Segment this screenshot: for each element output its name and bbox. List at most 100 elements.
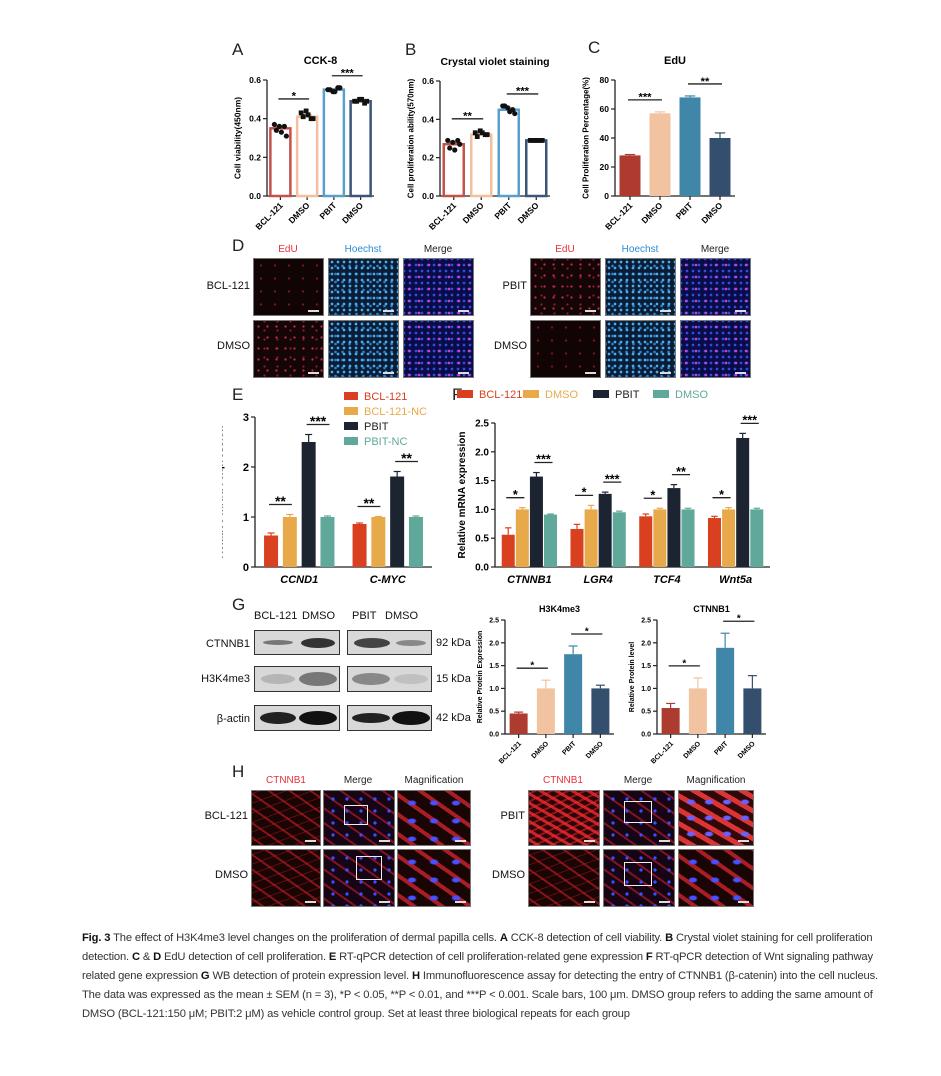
row-label: BCL-121	[206, 280, 250, 292]
y-tick-label: 0.6	[249, 75, 261, 85]
data-point	[283, 133, 289, 139]
caption-panel-ref: F	[645, 951, 653, 963]
data-point	[534, 138, 540, 143]
y-axis-label: Cell Proliferation Percentage(%)	[582, 77, 591, 199]
bar	[536, 688, 555, 734]
caption-panel-ref: H	[411, 970, 420, 982]
data-point	[364, 98, 370, 104]
y-axis-label: Relative Protein Expression	[477, 631, 484, 724]
bar	[709, 138, 731, 196]
micrograph-ctnnb1	[528, 790, 600, 846]
bar	[301, 442, 316, 567]
y-tick-label: 2.0	[641, 640, 651, 647]
y-tick-label: 0.2	[422, 153, 434, 163]
caption-panel-ref: B	[665, 932, 674, 944]
mrna-wnt-chart: 0.0 0.5 1.0 1.5 2.0 2.5 Relative mRNA expressi…	[457, 389, 770, 586]
caption-text: EdU detection of cell proliferation.	[161, 951, 329, 963]
micrograph-edu	[253, 258, 324, 316]
col-label-magnification: Magnification	[686, 775, 746, 786]
caption-text: CCK-8 detection of cell viability.	[507, 932, 666, 944]
legend-swatch	[457, 390, 473, 398]
legend-swatch	[523, 390, 539, 398]
col-label-merge: Merge	[343, 775, 373, 786]
ctnnb1-protein-chart: CTNNB1 0.0 0.5 1.0 1.5 2.0 2.5 Relative Protein…	[629, 604, 766, 766]
bar	[750, 509, 764, 567]
legend-swatch	[344, 392, 358, 400]
data-point	[507, 109, 513, 115]
x-tick-label: C-MYC	[370, 574, 407, 586]
bar	[736, 437, 750, 567]
caption-text: &	[139, 951, 154, 963]
y-tick-label: 0.5	[641, 709, 651, 716]
micrograph-magnification	[397, 849, 471, 907]
panel-label-g: G	[232, 595, 246, 614]
significance-label: ***	[605, 472, 620, 486]
bar	[501, 534, 515, 567]
cck8-chart: CCK-8 0.0 0.2 0.4 0.6 Cell viability(450nm) BC…	[233, 55, 374, 232]
bar	[470, 133, 493, 198]
y-tick-label: 2.5	[641, 617, 651, 624]
row-label: PBIT	[500, 810, 525, 822]
col-label-merge: Merge	[623, 775, 653, 786]
micrograph-merge	[680, 320, 751, 378]
y-tick-label: 0.0	[422, 191, 434, 201]
bar	[525, 139, 548, 198]
kda-label: 92 kDa	[436, 637, 471, 649]
micrograph-hoechst	[605, 258, 676, 316]
significance-label: *	[530, 661, 534, 672]
significance-label: **	[401, 450, 412, 466]
row-label: DMSO	[494, 340, 527, 352]
significance-label: ***	[742, 414, 757, 428]
data-point	[474, 134, 480, 139]
blot-h3k4me3-left	[254, 666, 340, 692]
data-point	[539, 138, 545, 143]
legend-label: PBIT-NC	[364, 436, 407, 448]
bar	[667, 488, 681, 567]
data-point	[278, 129, 284, 135]
bar	[707, 518, 721, 567]
data-point	[337, 85, 343, 91]
micrograph-magnification	[397, 790, 471, 846]
bar	[515, 509, 529, 567]
legend-label: BCL-121	[479, 389, 522, 401]
bar	[295, 115, 319, 198]
bar	[282, 517, 297, 567]
lane-label: DMSO	[385, 610, 418, 622]
bar	[743, 688, 762, 734]
x-tick-label: DMSO	[699, 200, 724, 225]
x-tick-label: DMSO	[530, 740, 550, 760]
col-label-ctnnb1: CTNNB1	[542, 775, 583, 786]
data-point	[303, 108, 309, 114]
y-tick-label: 0	[604, 191, 609, 201]
y-tick-label: 2.5	[475, 419, 489, 430]
bar	[570, 528, 584, 567]
x-tick-label: CTNNB1	[507, 574, 552, 586]
y-tick-label: 1.5	[489, 663, 499, 670]
legend-label: PBIT	[364, 421, 389, 433]
significance-label: *	[719, 488, 724, 502]
bar	[679, 97, 701, 196]
bar	[688, 688, 707, 734]
significance-label: **	[676, 465, 686, 479]
data-point	[452, 147, 458, 153]
x-tick-label: PBIT	[713, 740, 730, 757]
x-tick-label: DMSO	[286, 200, 311, 225]
x-tick-label: PBIT	[561, 740, 578, 757]
x-tick-label: DMSO	[585, 740, 605, 760]
caption-text: RT-qPCR detection of cell proliferation-…	[336, 951, 646, 963]
caption-panel-ref: D	[153, 951, 162, 963]
bar	[322, 88, 346, 198]
micrograph-merge	[680, 258, 751, 316]
y-tick-label: 1.0	[641, 686, 651, 693]
x-tick-label: DMSO	[737, 740, 757, 760]
caption-panel-ref: E	[328, 951, 337, 963]
data-point	[472, 130, 478, 136]
panel-label-d: D	[232, 236, 245, 255]
bar	[598, 493, 612, 567]
y-tick-label: 20	[600, 162, 610, 172]
y-tick-label: 0.5	[489, 709, 499, 716]
bar	[591, 688, 610, 734]
y-tick-label: 0.5	[475, 534, 489, 545]
blot-ctnnb1-left	[254, 630, 340, 655]
data-point	[455, 137, 461, 144]
